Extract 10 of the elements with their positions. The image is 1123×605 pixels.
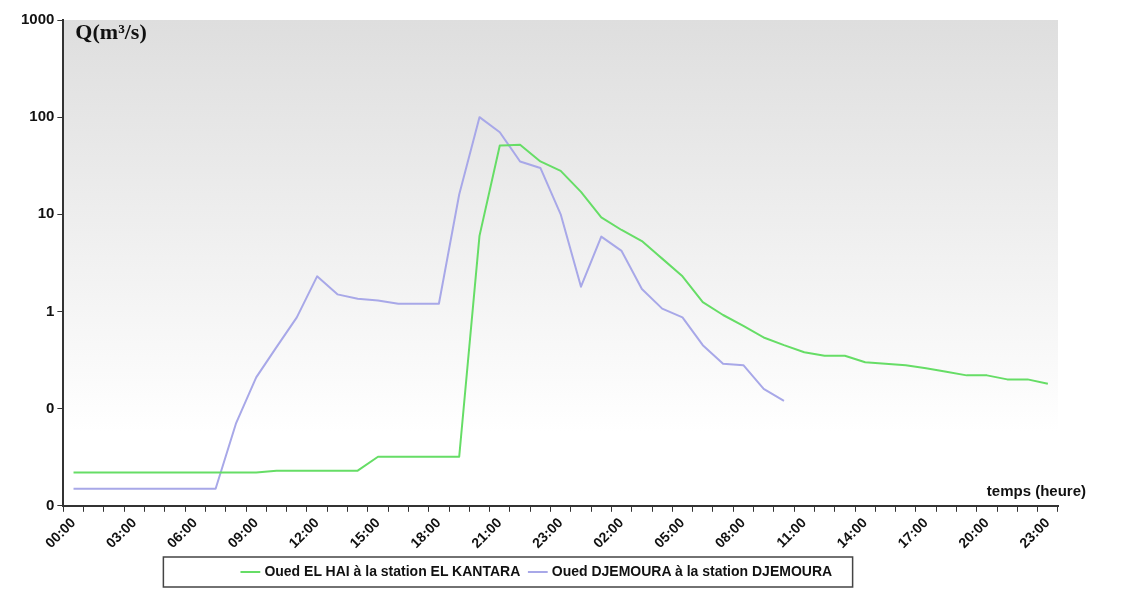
legend-label: Oued DJEMOURA à la station DJEMOURA bbox=[551, 562, 833, 579]
y-tick-label: 0 bbox=[46, 398, 55, 416]
y-tick-label: 0 bbox=[46, 495, 55, 513]
legend-label: Oued EL HAI à la station EL KANTARA bbox=[264, 562, 521, 579]
y-axis-title: Q(m³/s) bbox=[75, 18, 147, 44]
y-tick-label: 100 bbox=[29, 107, 55, 125]
y-tick-label: 1000 bbox=[20, 10, 55, 28]
y-tick-label: 1 bbox=[46, 301, 55, 319]
y-tick-label: 10 bbox=[37, 204, 55, 222]
x-axis-title: temps (heure) bbox=[986, 482, 1086, 500]
